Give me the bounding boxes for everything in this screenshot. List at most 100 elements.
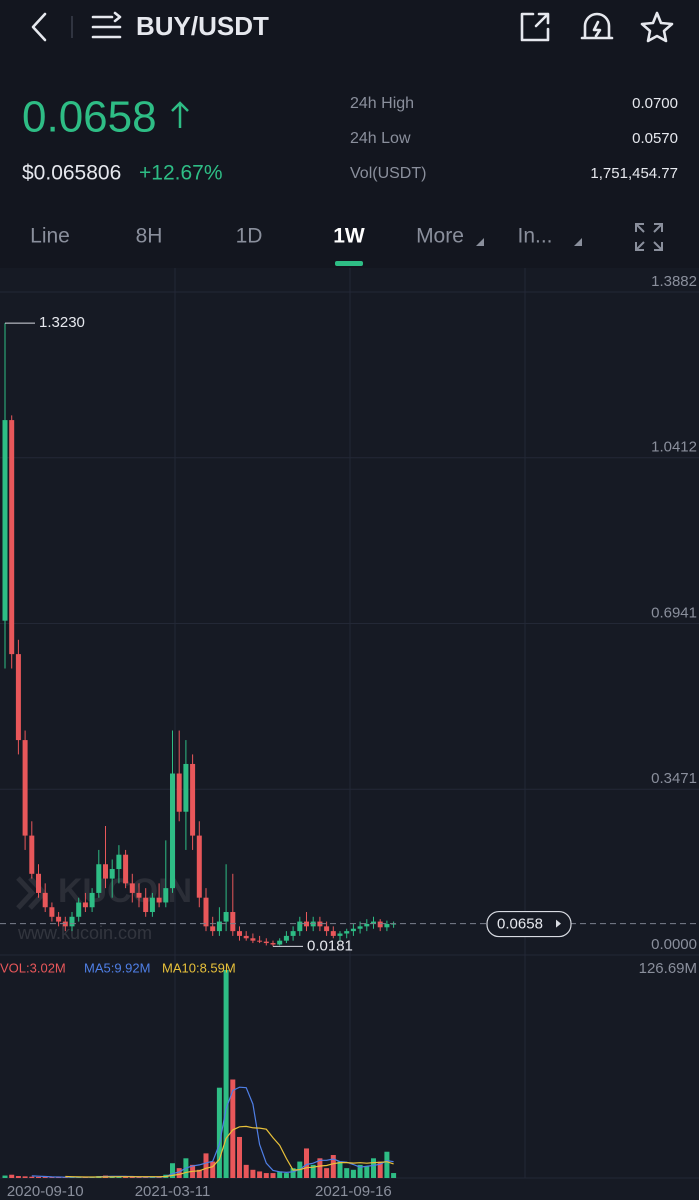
volume-bar <box>196 1169 202 1178</box>
volume-bar <box>263 1173 269 1178</box>
dropdown-icon <box>476 238 484 246</box>
volume-bar <box>223 970 229 1178</box>
candle-body <box>377 921 383 928</box>
volume-bar <box>317 1158 323 1178</box>
y-tick-label: 0.0000 <box>651 936 697 953</box>
candle-body <box>76 902 82 917</box>
last-price: 0.0658 <box>22 93 157 142</box>
candle-body <box>103 864 108 879</box>
stat-label: 24h High <box>350 95 414 112</box>
last-price-tag <box>486 910 572 938</box>
interval-tab-active[interactable]: 1W <box>333 225 365 248</box>
volume-bar <box>310 1164 316 1178</box>
volume-bar <box>283 1173 289 1178</box>
x-tick-label: 2021-03-11 <box>135 1183 211 1200</box>
volume-bar <box>357 1164 363 1178</box>
dropdown-icon <box>574 238 582 246</box>
back-button[interactable] <box>31 12 47 42</box>
candle-body <box>29 835 35 874</box>
candle-body <box>196 835 202 898</box>
candle-body <box>129 883 135 893</box>
favorite-button[interactable] <box>640 11 674 43</box>
candle-body <box>350 928 356 932</box>
candle-body <box>2 420 8 621</box>
candle-body <box>344 931 350 934</box>
candle-body <box>216 921 222 932</box>
candle-body <box>250 938 256 941</box>
volume-bar <box>230 1079 236 1178</box>
volume-bar <box>337 1161 343 1178</box>
volume-bar <box>9 1174 15 1178</box>
candle-body <box>210 926 216 932</box>
volume-bar <box>250 1169 256 1178</box>
candle-body <box>123 854 129 884</box>
candle-body <box>36 873 41 893</box>
ma-line <box>65 1125 394 1178</box>
volume-bar <box>210 1161 216 1178</box>
y-tick-label: 0.6941 <box>651 604 697 621</box>
volume-bar <box>216 1087 222 1178</box>
more-tab[interactable]: More <box>416 225 464 248</box>
share-button[interactable] <box>520 12 550 42</box>
plot: 1.3882 1.0412 0.6941 0.3471 0.0000 1.3230 0.01… <box>0 273 699 1200</box>
candle-body <box>82 902 88 908</box>
alert-button[interactable] <box>580 12 614 40</box>
volume-bar <box>371 1158 376 1178</box>
up-arrow <box>171 101 189 128</box>
volume-bar <box>176 1168 182 1178</box>
fullscreen-button[interactable] <box>635 223 663 251</box>
candle-body <box>69 916 75 927</box>
candle-body <box>149 897 155 913</box>
volume-bar <box>129 1177 135 1178</box>
volume-bar <box>277 1171 283 1178</box>
y-tick-label: 1.0412 <box>651 439 697 456</box>
candle-body <box>203 897 209 927</box>
stat-value: 0.0700 <box>632 95 678 112</box>
candle-body <box>257 940 263 942</box>
candle-body <box>89 892 95 908</box>
candle-body <box>371 921 376 924</box>
stat-value: 1,751,454.77 <box>590 165 678 182</box>
interval-tab[interactable]: Line <box>30 225 70 248</box>
volume-bar <box>364 1166 370 1178</box>
volume-bar <box>290 1168 296 1178</box>
volume-bar <box>123 1176 129 1178</box>
volume-bar <box>116 1176 122 1178</box>
volume-bar <box>237 1136 242 1178</box>
candle-body <box>357 926 363 929</box>
indicator-tab[interactable]: In... <box>517 225 552 248</box>
last-price-label: 0.0658 <box>497 916 543 933</box>
volume-bar <box>22 1176 28 1178</box>
volume-bar <box>243 1164 249 1178</box>
extreme-label: 0.0181 <box>307 937 353 954</box>
volume-bar <box>42 1177 48 1178</box>
candle-body <box>263 941 269 944</box>
volume-bar <box>350 1169 356 1178</box>
candle-body <box>42 892 48 908</box>
candle-body <box>304 921 309 927</box>
x-tick-label: 2020-09-10 <box>7 1183 84 1200</box>
candle-body <box>143 897 149 913</box>
candle-body <box>190 763 196 836</box>
volume-bar <box>384 1151 390 1178</box>
candle-body <box>297 921 303 932</box>
y-tick-label: 126.69M <box>639 960 697 977</box>
candle-body <box>156 897 162 903</box>
stat-value: 0.0570 <box>632 130 678 147</box>
volume-bar <box>330 1155 336 1178</box>
candle-body <box>183 763 189 812</box>
interval-tab[interactable]: 8H <box>136 225 163 248</box>
candle-body <box>170 773 175 889</box>
y-tick-label: 1.3882 <box>651 273 697 290</box>
menu-button[interactable] <box>91 11 122 39</box>
volume-bar <box>15 1176 21 1178</box>
interval-tab[interactable]: 1D <box>236 225 263 248</box>
tag-arrow <box>556 919 561 928</box>
candle-body <box>96 864 102 893</box>
candle-body <box>324 926 330 932</box>
candle-body <box>337 933 343 936</box>
candle-body <box>116 854 122 870</box>
volume-bar <box>377 1161 383 1178</box>
